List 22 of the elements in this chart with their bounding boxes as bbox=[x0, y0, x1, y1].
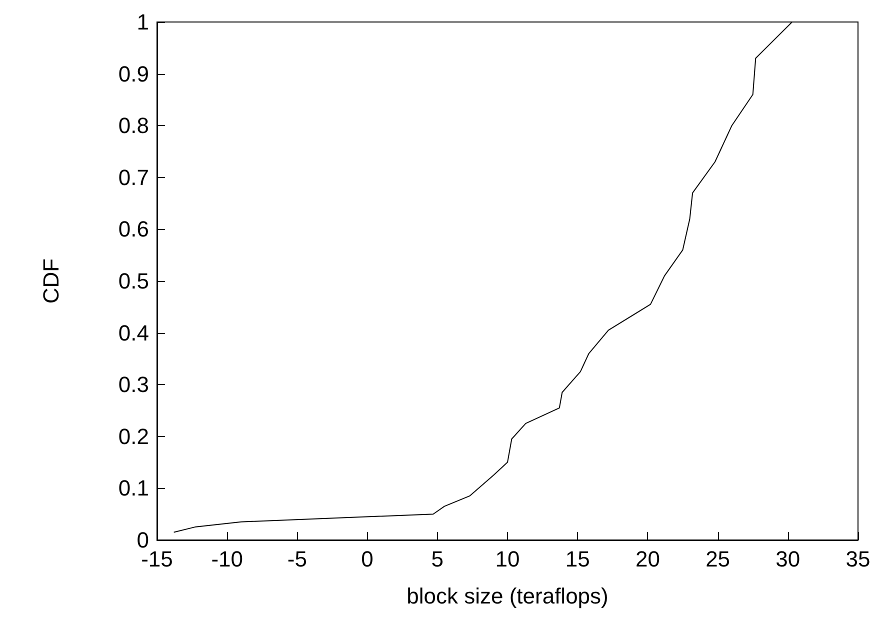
x-axis-title: block size (teraflops) bbox=[406, 584, 608, 608]
y-tick-label: 0.3 bbox=[118, 372, 149, 398]
y-tick-label: 0.9 bbox=[118, 61, 149, 86]
x-tick-label: 5 bbox=[431, 546, 444, 572]
x-tick-label: 35 bbox=[846, 546, 870, 572]
x-tick-label: 25 bbox=[706, 546, 730, 572]
x-tick-label: 10 bbox=[495, 546, 520, 572]
x-tick-label: 15 bbox=[565, 546, 590, 572]
y-axis-title: CDF bbox=[38, 258, 64, 304]
y-tick-label: 0.7 bbox=[118, 164, 149, 190]
x-tick-label: -5 bbox=[287, 546, 307, 572]
y-tick-label: 0.5 bbox=[118, 268, 149, 294]
x-tick-label: 0 bbox=[361, 546, 374, 572]
x-tick-label: 30 bbox=[776, 546, 800, 572]
y-tick-label: 0.6 bbox=[118, 216, 149, 242]
y-tick-label: 0.2 bbox=[118, 424, 149, 449]
y-tick-label: 0.8 bbox=[118, 113, 149, 138]
y-tick-label: 0.1 bbox=[118, 476, 149, 501]
y-tick-label: 1 bbox=[136, 10, 149, 34]
x-tick-label: -10 bbox=[211, 546, 243, 572]
y-tick-label: 0.4 bbox=[118, 320, 149, 346]
x-tick-label: 20 bbox=[635, 546, 660, 572]
